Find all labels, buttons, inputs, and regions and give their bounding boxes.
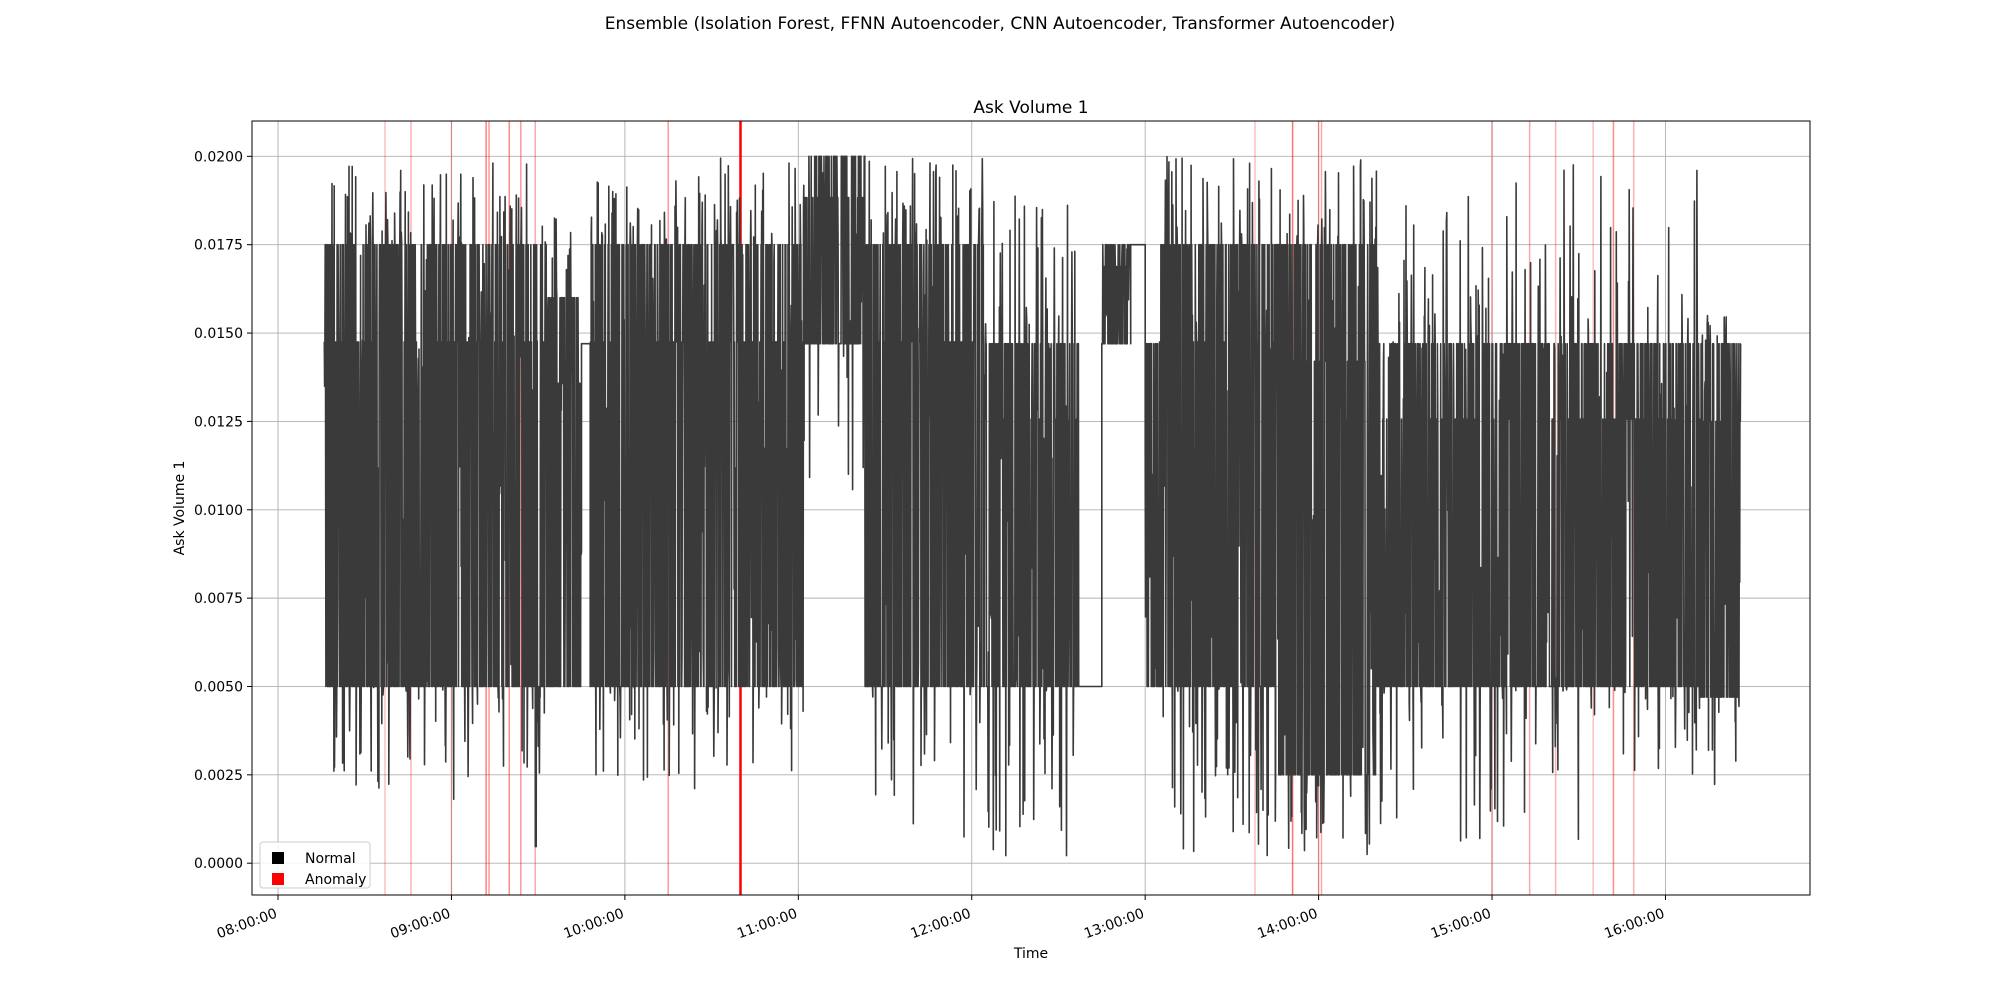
x-tick-label: 13:00:00 <box>1082 906 1147 943</box>
normal-series-line <box>323 155 1742 857</box>
y-tick-label: 0.0050 <box>194 679 243 695</box>
legend-label-anomaly: Anomaly <box>305 872 366 888</box>
x-tick-label: 10:00:00 <box>562 906 627 943</box>
x-tick-label: 09:00:00 <box>388 906 453 943</box>
normal-series <box>323 155 1742 857</box>
y-tick-label: 0.0200 <box>194 149 243 165</box>
y-tick-label: 0.0150 <box>194 326 243 342</box>
x-tick-label: 08:00:00 <box>215 906 280 943</box>
x-tick-label: 11:00:00 <box>735 906 800 943</box>
x-tick-label: 15:00:00 <box>1429 906 1494 943</box>
y-axis-label: Ask Volume 1 <box>172 461 188 556</box>
legend: Normal Anomaly <box>259 841 371 889</box>
plot-frame <box>251 120 1811 896</box>
legend-swatch-normal <box>272 852 284 864</box>
y-tick-label: 0.0175 <box>194 238 243 254</box>
y-tick-label: 0.0075 <box>194 591 243 607</box>
x-axis: 08:00:00 09:00:00 10:00:00 11:00:00 12:00:00… <box>215 895 1667 942</box>
legend-swatch-anomaly <box>272 873 284 885</box>
x-tick-label: 14:00:00 <box>1255 906 1320 943</box>
y-tick-label: 0.0025 <box>194 768 243 784</box>
legend-box <box>259 841 371 889</box>
y-tick-label: 0.0000 <box>194 856 243 872</box>
y-tick-label: 0.0100 <box>194 503 243 519</box>
legend-label-normal: Normal <box>305 851 356 867</box>
y-tick-label: 0.0125 <box>194 414 243 430</box>
y-axis: 0.0000 0.0025 0.0050 0.0075 0.0100 0.0125 0.01… <box>194 149 252 872</box>
chart-title: Ask Volume 1 <box>973 98 1088 118</box>
x-tick-label: 16:00:00 <box>1602 906 1667 943</box>
figure-title: Ensemble (Isolation Forest, FFNN Autoenc… <box>604 14 1396 34</box>
x-axis-label: Time <box>1013 946 1048 962</box>
x-tick-label: 12:00:00 <box>909 906 974 943</box>
